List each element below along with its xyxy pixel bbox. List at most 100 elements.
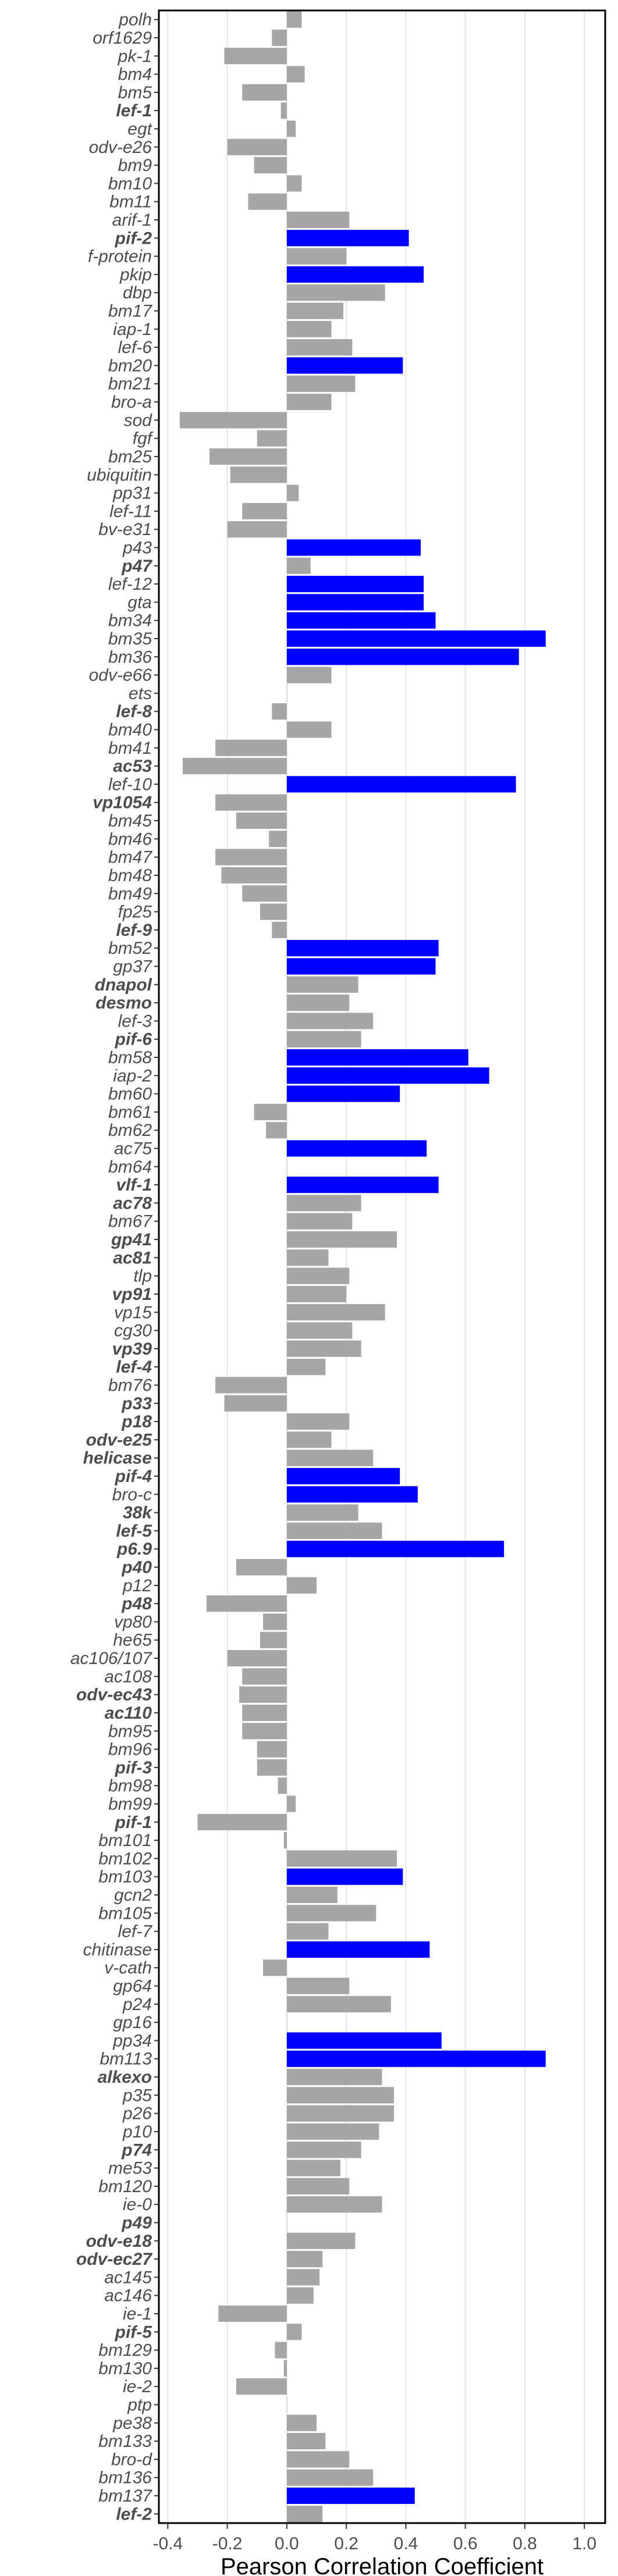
y-tick-label: arif-1 xyxy=(112,211,152,230)
y-tick-label: f-protein xyxy=(88,247,152,266)
y-tick-label: ac53 xyxy=(113,757,152,776)
x-tick-label: 0.4 xyxy=(394,2534,418,2553)
bar-bm35 xyxy=(286,630,546,647)
bar-bm103 xyxy=(286,1868,403,1885)
bar-bm41 xyxy=(215,739,287,756)
bar-polh xyxy=(286,11,302,28)
bar-ac75 xyxy=(286,1140,427,1157)
y-tick-label: bm36 xyxy=(108,647,152,667)
y-tick-label: bm62 xyxy=(108,1121,152,1140)
y-tick-label: bm45 xyxy=(108,811,152,831)
y-tick-label: bm34 xyxy=(108,611,152,630)
y-tick-label: sod xyxy=(124,411,153,430)
y-tick-labels: polhorf1629pk-1bm4bm5lef-1egtodv-e26bm9b… xyxy=(70,10,159,2524)
bar-bm136 xyxy=(286,2469,374,2486)
bar-bro-a xyxy=(286,393,332,411)
y-tick-label: p6.9 xyxy=(116,1540,152,1559)
bar-bm120 xyxy=(286,2178,350,2194)
y-tick-label: bm137 xyxy=(98,2486,152,2506)
y-tick-label: bm35 xyxy=(108,629,152,649)
y-tick-label: p74 xyxy=(121,2140,152,2160)
bar-vp15 xyxy=(286,1304,385,1321)
y-tick-label: bm58 xyxy=(108,1048,152,1067)
bar-bm11 xyxy=(248,193,287,210)
y-tick-label: lef-9 xyxy=(116,921,152,940)
bar-ac78 xyxy=(286,1195,361,1212)
bar-p18 xyxy=(286,1413,350,1430)
y-tick-label: helicase xyxy=(83,1449,152,1468)
y-tick-label: desmo xyxy=(95,993,152,1013)
y-tick-label: bm103 xyxy=(98,1868,152,1887)
bar-vp80 xyxy=(262,1613,287,1630)
y-tick-label: bm136 xyxy=(98,2468,152,2488)
bar-bm137 xyxy=(286,2487,415,2504)
y-tick-label: odv-ec43 xyxy=(76,1686,152,1705)
y-tick-label: ubiquitin xyxy=(87,465,152,484)
y-tick-label: bm133 xyxy=(98,2432,152,2451)
x-tick-label: 1.0 xyxy=(572,2534,596,2553)
y-tick-label: fp25 xyxy=(118,903,152,922)
bar-gp37 xyxy=(286,958,436,975)
y-tick-label: lef-2 xyxy=(116,2504,152,2524)
y-tick-label: polh xyxy=(118,10,152,30)
y-tick-label: odv-ec27 xyxy=(76,2250,152,2269)
y-tick-label: bro-c xyxy=(112,1485,152,1504)
y-tick-label: bm52 xyxy=(108,939,152,958)
y-tick-label: ac108 xyxy=(104,1667,152,1686)
bar-bm62 xyxy=(266,1122,287,1139)
bar-bm129 xyxy=(275,2342,287,2358)
bar-p74 xyxy=(286,2142,361,2158)
bar-bm4 xyxy=(286,66,305,83)
bar-arif-1 xyxy=(286,211,350,229)
y-tick-label: bm20 xyxy=(108,356,152,375)
y-tick-label: gp64 xyxy=(113,1977,152,1996)
y-tick-label: bm96 xyxy=(108,1740,152,1759)
bar-p33 xyxy=(224,1395,287,1412)
bar-lef-11 xyxy=(242,503,287,519)
bar-ie-1 xyxy=(218,2305,287,2322)
y-tick-label: ac81 xyxy=(113,1248,152,1267)
bar-bm99 xyxy=(286,1795,296,1812)
bar-bm9 xyxy=(254,157,287,174)
bar-pif-5 xyxy=(286,2324,302,2340)
bar-bm98 xyxy=(278,1777,287,1794)
bar-bm60 xyxy=(286,1085,400,1102)
bar-fgf xyxy=(257,430,287,447)
x-tick-labels: -0.4 -0.2 0.0 0.2 0.4 0.6 0.8 1.0 xyxy=(152,2523,596,2553)
y-tick-label: lef-5 xyxy=(116,1522,152,1541)
y-tick-label: dbp xyxy=(123,283,152,302)
bar-gp64 xyxy=(286,1978,350,1994)
bar-p12 xyxy=(286,1577,317,1594)
y-tick-label: ac145 xyxy=(104,2268,152,2287)
y-tick-label: ac110 xyxy=(105,1704,152,1723)
y-tick-label: bm120 xyxy=(98,2177,152,2196)
y-tick-label: bm21 xyxy=(108,375,152,394)
bar-ubiquitin xyxy=(230,466,287,483)
y-tick-label: bm40 xyxy=(108,721,152,740)
y-tick-label: iap-2 xyxy=(113,1066,152,1085)
bar-lef-4 xyxy=(286,1359,326,1376)
bar-egt xyxy=(286,120,296,137)
plot-panel-border xyxy=(158,9,606,2524)
y-tick-label: lef-8 xyxy=(116,702,152,721)
y-tick-label: lef-4 xyxy=(116,1358,152,1377)
bar-lef-5 xyxy=(286,1522,382,1539)
bar-gcn2 xyxy=(286,1886,338,1904)
bar-odv-ec27 xyxy=(286,2251,323,2268)
y-tick-label: pe38 xyxy=(112,2414,152,2433)
bar-bm113 xyxy=(286,2050,546,2067)
bar-pe38 xyxy=(286,2414,317,2431)
y-tick-label: vp91 xyxy=(112,1285,152,1304)
y-tick-label: p43 xyxy=(122,538,152,557)
y-tick-label: p49 xyxy=(121,2213,152,2232)
y-tick-label: bm129 xyxy=(98,2341,152,2360)
bar-p47 xyxy=(286,557,311,574)
y-tick-label: alkexo xyxy=(98,2068,152,2087)
y-tick-label: bm67 xyxy=(108,1212,152,1231)
bar-odv-ec43 xyxy=(239,1686,287,1703)
bar-p35 xyxy=(286,2087,394,2104)
y-tick-label: 38k xyxy=(123,1503,152,1523)
bar-vp39 xyxy=(286,1340,361,1357)
y-tick-label: chitinase xyxy=(83,1940,152,1959)
